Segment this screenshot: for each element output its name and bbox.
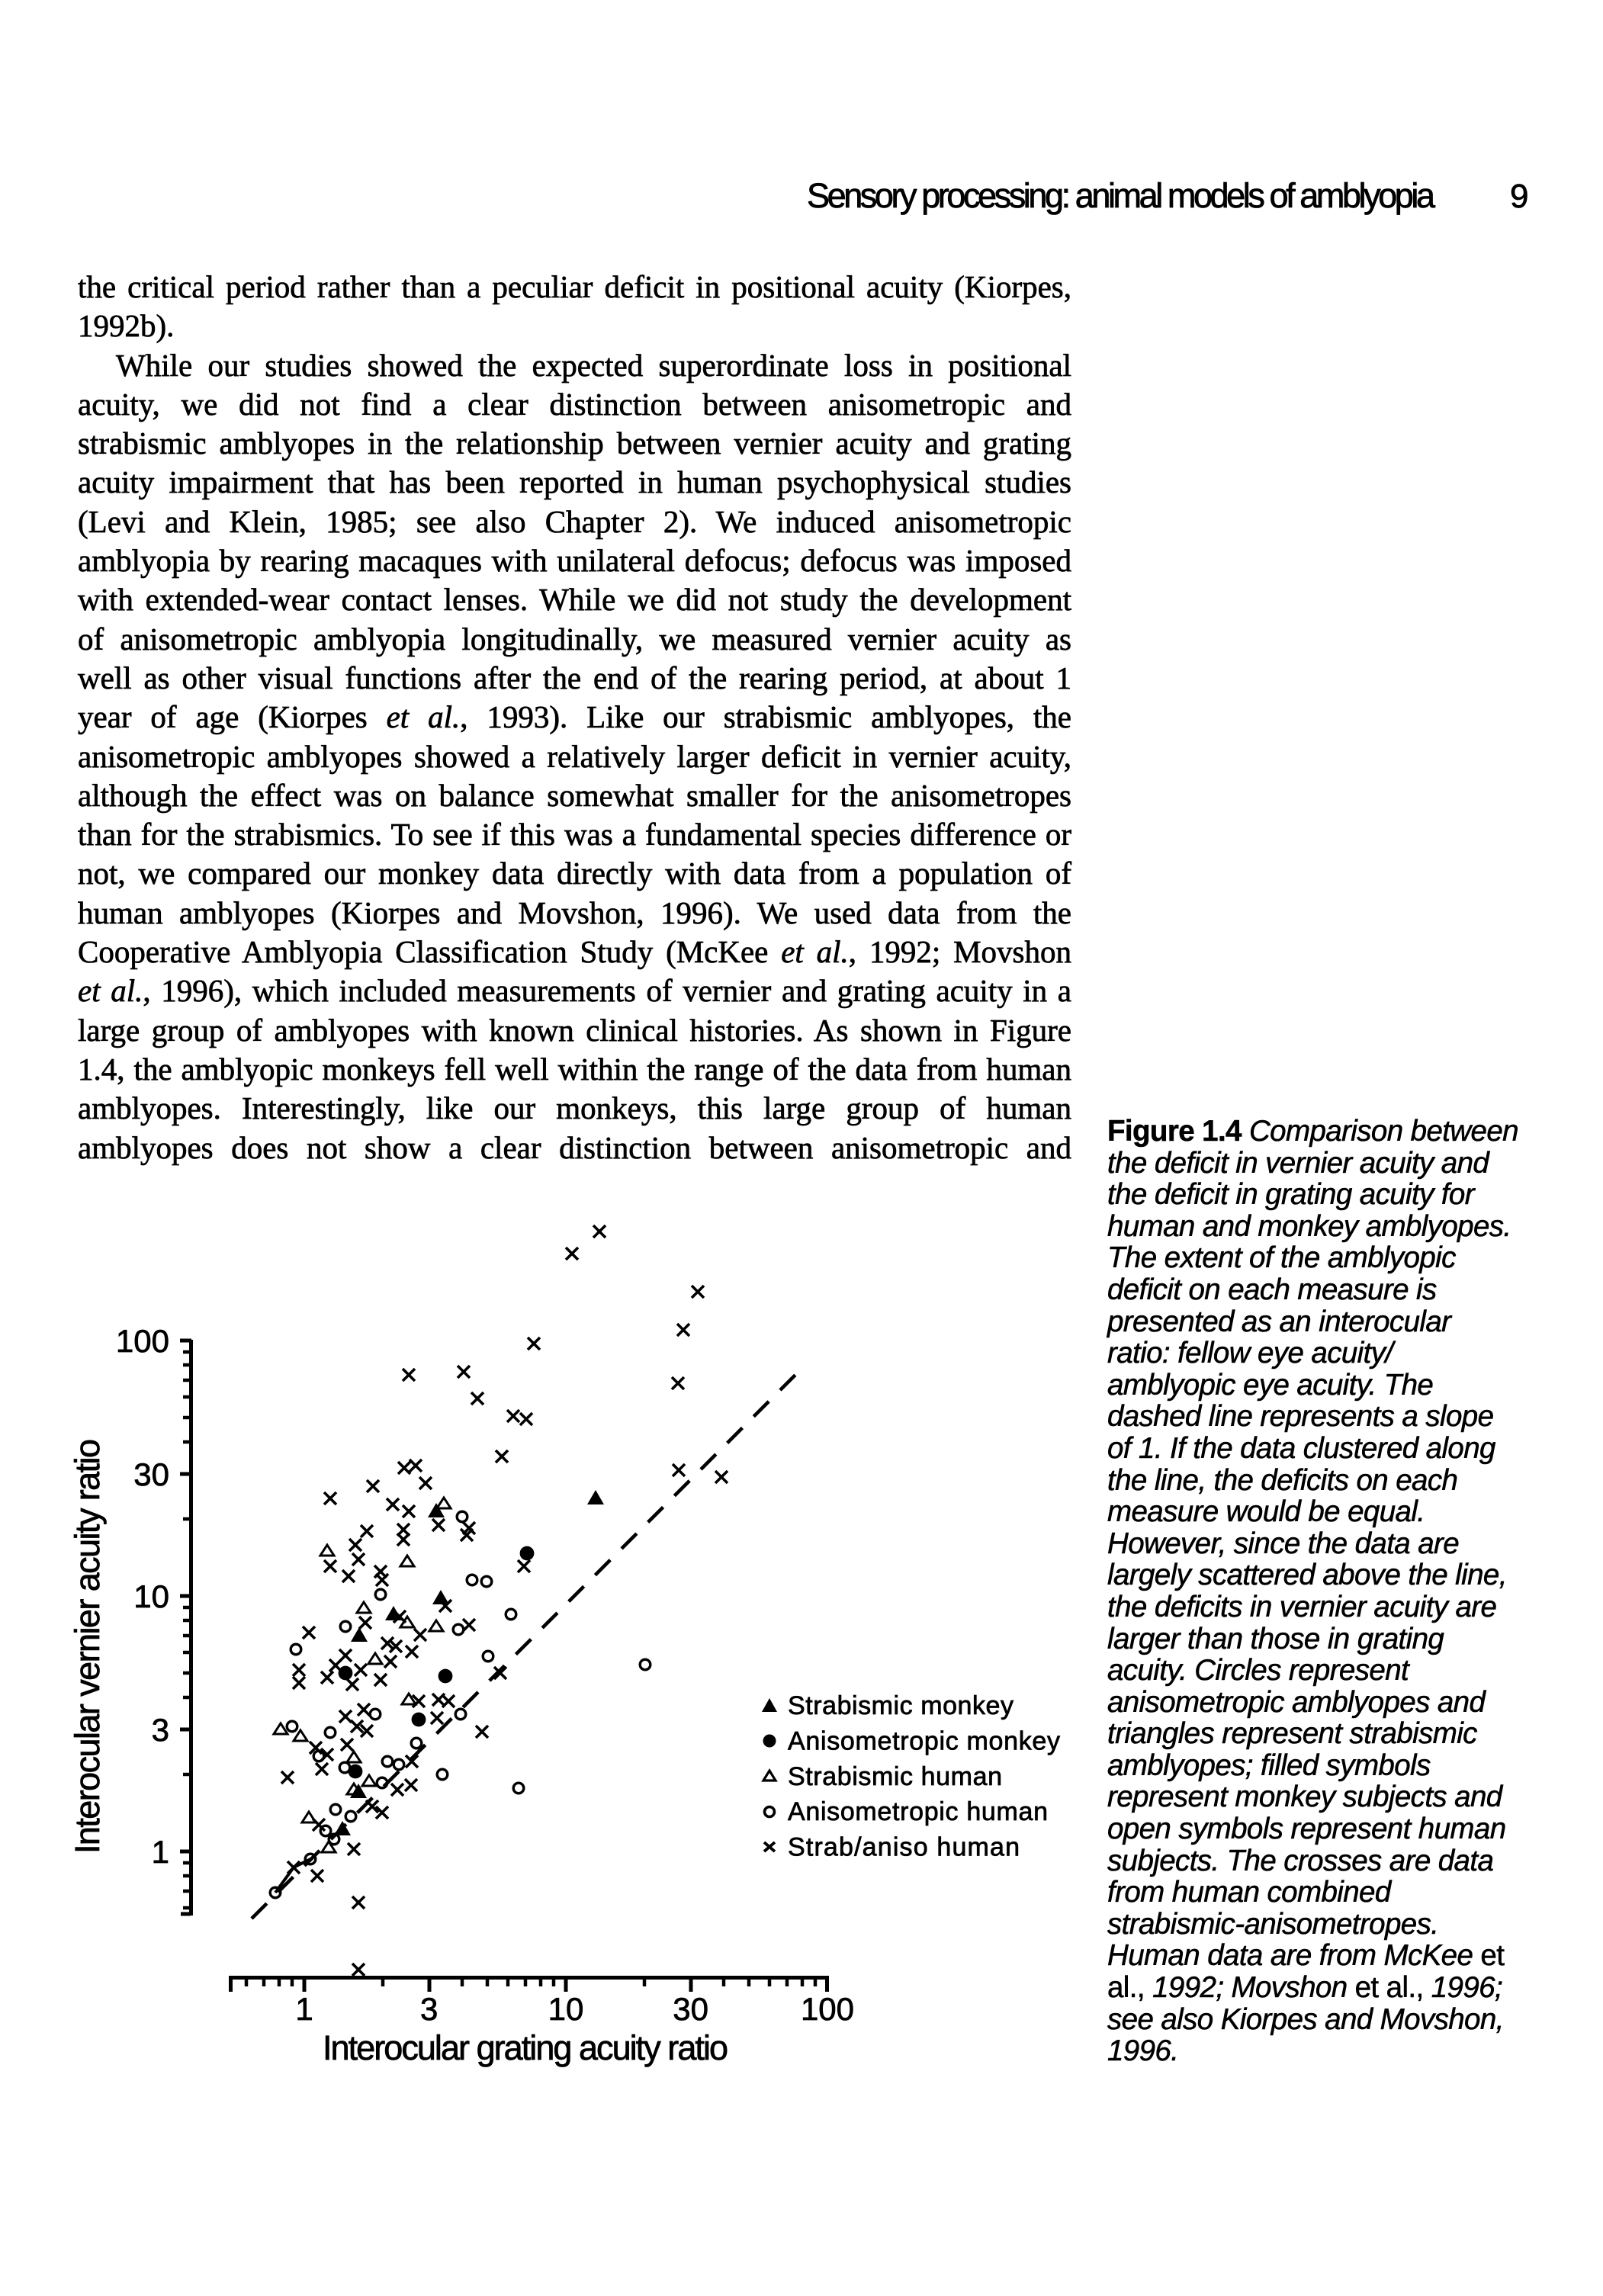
svg-text:Strabismic monkey: Strabismic monkey bbox=[788, 1691, 1014, 1720]
svg-text:Sensory processing: animal mod: Sensory processing: animal models of amb… bbox=[807, 176, 1436, 215]
svg-text:1: 1 bbox=[152, 1834, 169, 1870]
svg-text:100: 100 bbox=[801, 1991, 854, 2027]
svg-text:Anisometropic human: Anisometropic human bbox=[788, 1797, 1048, 1826]
svg-text:100: 100 bbox=[116, 1323, 169, 1359]
svg-text:9: 9 bbox=[1510, 178, 1528, 215]
svg-text:10: 10 bbox=[133, 1578, 169, 1614]
svg-text:Interocular grating acuity rat: Interocular grating acuity ratio bbox=[323, 2028, 728, 2067]
svg-text:Interocular vernier acuity rat: Interocular vernier acuity ratio bbox=[68, 1439, 107, 1854]
svg-text:Anisometropic monkey: Anisometropic monkey bbox=[788, 1726, 1060, 1755]
svg-text:Strab/aniso human: Strab/aniso human bbox=[788, 1833, 1020, 1862]
svg-text:Strabismic human: Strabismic human bbox=[788, 1762, 1002, 1791]
svg-text:1: 1 bbox=[295, 1991, 313, 2027]
svg-text:3: 3 bbox=[152, 1712, 169, 1748]
svg-text:30: 30 bbox=[673, 1991, 708, 2027]
svg-text:3: 3 bbox=[420, 1991, 438, 2027]
svg-text:30: 30 bbox=[133, 1456, 169, 1492]
svg-text:10: 10 bbox=[548, 1991, 584, 2027]
